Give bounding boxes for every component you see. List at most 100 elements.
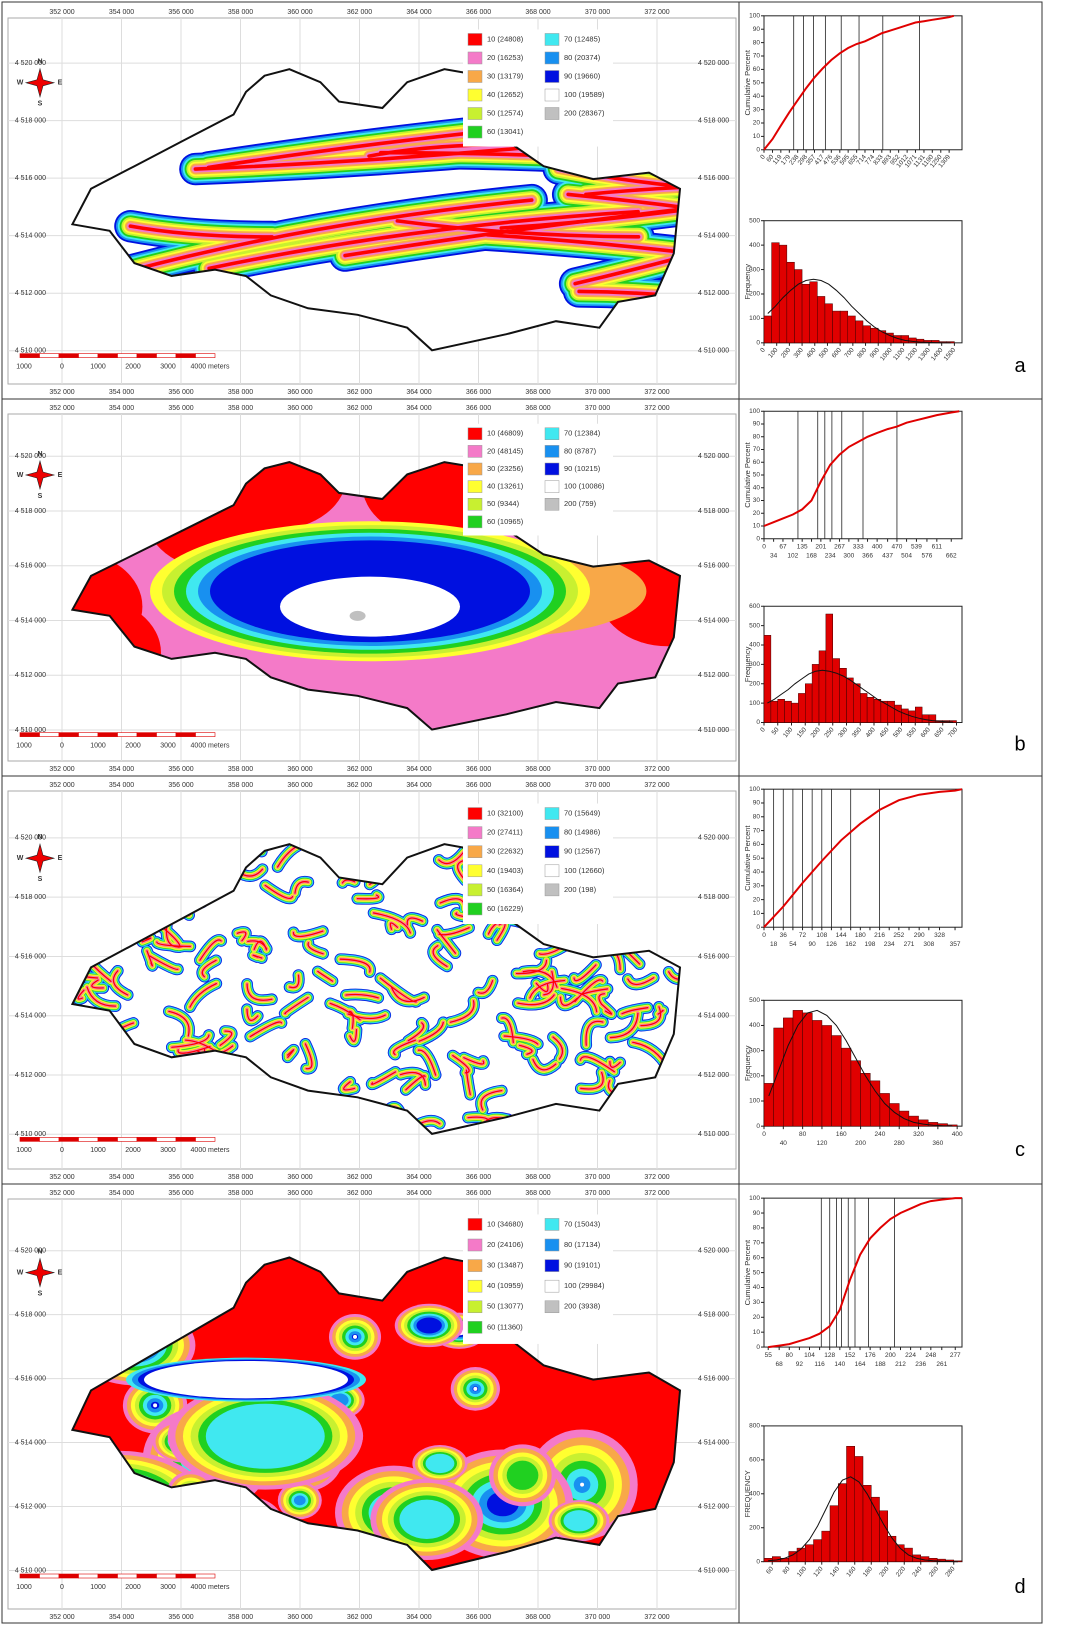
- map-y-label: 4 512 000: [698, 290, 729, 297]
- map-x-label: 352 000: [49, 389, 74, 396]
- map-x-label: 370 000: [585, 782, 610, 789]
- x-tick-label: 366: [862, 552, 873, 559]
- legend-swatch: [467, 33, 483, 46]
- map-y-label: 4 518 000: [15, 1311, 46, 1318]
- histogram-bar: [792, 1010, 803, 1127]
- class-band: [463, 1057, 485, 1065]
- map-x-label: 372 000: [644, 9, 669, 16]
- map-y-label: 4 514 000: [698, 1013, 729, 1020]
- histogram-bar: [811, 664, 820, 723]
- scale-label: 1000: [90, 742, 106, 749]
- x-tick-label: 0: [762, 543, 766, 550]
- x-tick-label: 160: [836, 1131, 847, 1138]
- class-band: [112, 198, 534, 277]
- x-tick-label: 72: [799, 932, 807, 939]
- histogram-bar: [839, 310, 849, 344]
- scale-bar-segment: [175, 353, 196, 358]
- y-tick-label: 30: [753, 497, 761, 504]
- y-tick-label: 100: [749, 1195, 760, 1202]
- x-tick-label: 0: [762, 932, 766, 939]
- scale-bar-segment: [78, 732, 99, 737]
- scale-bar-segment: [195, 1573, 216, 1579]
- map-x-label: 358 000: [228, 9, 253, 16]
- map-y-label: 4 516 000: [698, 1375, 729, 1382]
- map-x-label: 352 000: [49, 9, 74, 16]
- y-tick-label: 300: [749, 1047, 760, 1054]
- scale-label: 1000: [90, 1584, 106, 1591]
- legend-swatch: [544, 462, 560, 476]
- map-x-label: 358 000: [228, 389, 253, 396]
- y-tick-label: 60: [753, 66, 761, 73]
- class-band: [345, 993, 379, 999]
- class-band: [246, 983, 273, 1001]
- histogram-bar: [821, 1530, 831, 1562]
- legend-label: 30 (22632): [487, 847, 524, 856]
- map-x-label: 356 000: [168, 9, 193, 16]
- scale-bar-segment: [156, 353, 177, 358]
- map-x-label: 368 000: [525, 1614, 550, 1621]
- map-x-label: 362 000: [347, 9, 372, 16]
- class-band: [436, 929, 457, 954]
- legend-label: 20 (16253): [487, 53, 524, 62]
- histogram-bar: [869, 1080, 881, 1127]
- map-x-label: 364 000: [406, 405, 431, 412]
- y-axis-title: FREQUENCY: [743, 1470, 752, 1517]
- plot-frame: [763, 788, 963, 928]
- y-tick-label: 0: [756, 719, 760, 726]
- legend-swatch: [467, 826, 483, 839]
- class-band: [207, 209, 640, 271]
- histogram-bar: [915, 706, 923, 723]
- y-tick-label: 100: [749, 408, 760, 415]
- class-band: [294, 881, 309, 894]
- catchment-outline: [70, 461, 682, 731]
- y-tick-label: 60: [753, 459, 761, 466]
- map-y-label: 4 512 000: [15, 672, 46, 679]
- legend-label: 60 (13041): [487, 127, 524, 136]
- legend-swatch: [544, 51, 560, 65]
- scale-label: 1000: [90, 363, 106, 370]
- map-x-label: 362 000: [347, 782, 372, 789]
- histogram-bar: [900, 335, 909, 344]
- normal-curve: [768, 1009, 953, 1127]
- class-band: [485, 233, 680, 283]
- x-tick-label: 0: [759, 346, 767, 354]
- scale-bar-segment: [136, 1137, 157, 1142]
- class-band: [535, 982, 549, 993]
- legend-label: 50 (13077): [487, 1302, 524, 1311]
- y-tick-label: 90: [753, 26, 761, 33]
- y-tick-label: 60: [753, 1254, 761, 1261]
- panel-label: a: [1014, 355, 1026, 377]
- scale-bar-segment: [136, 732, 157, 737]
- y-tick-label: 0: [756, 340, 760, 347]
- y-tick-label: 300: [749, 266, 760, 273]
- y-tick-label: 60: [753, 841, 761, 848]
- x-tick-label: 271: [904, 941, 915, 948]
- histogram-bar: [895, 1544, 905, 1562]
- legend-box: [463, 29, 613, 147]
- y-tick-label: 500: [749, 217, 760, 224]
- scale-bar-segment: [117, 353, 138, 358]
- legend-swatch: [467, 498, 483, 511]
- map-x-label: 368 000: [525, 9, 550, 16]
- x-tick-label: 116: [814, 1361, 825, 1368]
- y-tick-label: 30: [753, 1299, 761, 1306]
- class-band: [168, 1010, 190, 1037]
- legend-swatch: [544, 1238, 560, 1252]
- x-tick-label: 80: [782, 1565, 792, 1575]
- histogram-bar: [818, 650, 827, 723]
- class-band: [407, 1022, 425, 1042]
- scale-label: 4000 meters: [191, 1584, 230, 1591]
- x-tick-label: 144: [836, 932, 847, 939]
- legend-swatch: [467, 427, 483, 440]
- histogram-bar: [813, 1539, 822, 1562]
- legend-label: 80 (8787): [564, 446, 597, 455]
- histogram-bar: [763, 1558, 773, 1562]
- map-y-label: 4 516 000: [15, 175, 46, 182]
- class-band: [286, 1049, 295, 1058]
- map-x-label: 368 000: [525, 405, 550, 412]
- scale-bar-segment: [117, 1573, 138, 1579]
- legend-swatch: [467, 902, 483, 916]
- map-x-label: 370 000: [585, 1190, 610, 1197]
- legend-label: 100 (12660): [564, 866, 605, 875]
- y-tick-label: 80: [753, 433, 761, 440]
